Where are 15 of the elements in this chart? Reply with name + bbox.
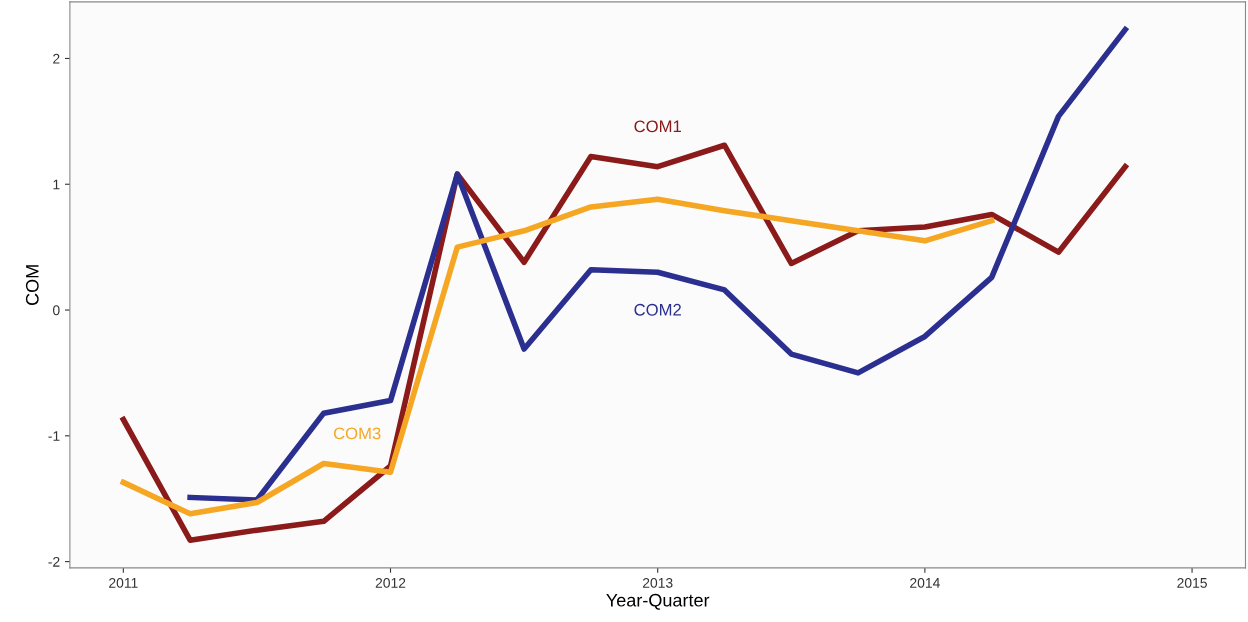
series-label: COM2 (634, 303, 681, 316)
x-tick-label: 2015 (1177, 577, 1207, 588)
y-tick-label: 1 (53, 179, 60, 190)
series-label: COM1 (634, 120, 681, 133)
x-tick-label: 2014 (910, 577, 940, 588)
x-tick-label: 2011 (109, 577, 138, 588)
y-tick-label: 0 (52, 305, 60, 316)
y-tick-label: -1 (48, 431, 60, 441)
series-label: COM3 (333, 427, 381, 440)
x-axis-title: Year-Quarter (606, 593, 710, 610)
y-axis-title: COM (25, 265, 39, 306)
y-tick-label: -2 (48, 556, 60, 567)
x-tick-label: 2013 (642, 577, 673, 588)
x-tick-label: 2012 (375, 577, 406, 588)
y-tick-label: 2 (53, 53, 60, 64)
